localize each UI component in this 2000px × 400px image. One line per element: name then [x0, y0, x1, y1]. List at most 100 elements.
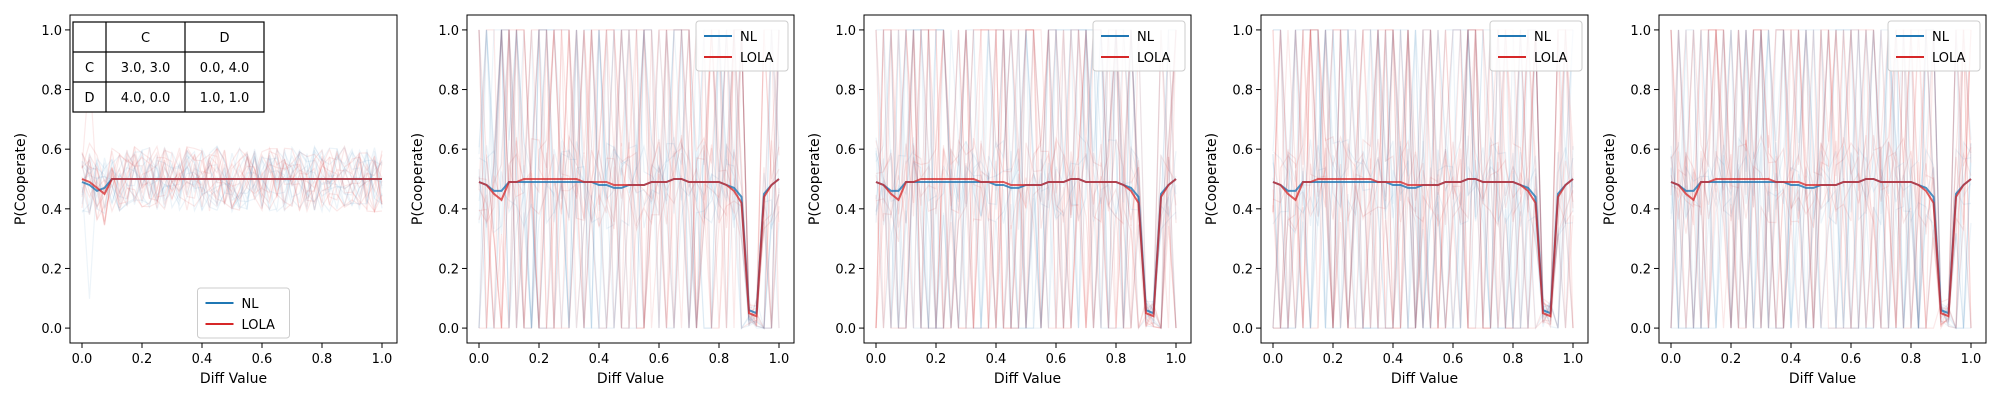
run-trace-nl — [81, 145, 383, 212]
plot-area — [1272, 29, 1574, 331]
run-trace-lola — [478, 29, 780, 330]
y-tick-label: 0.2 — [835, 262, 856, 277]
run-trace-nl — [1670, 29, 1972, 329]
run-trace-nl — [1670, 29, 1972, 329]
table-cell: 1.0, 1.0 — [200, 91, 250, 106]
x-tick-label: 0.6 — [1443, 352, 1464, 367]
run-trace-nl — [875, 29, 1177, 329]
run-trace-nl — [81, 148, 383, 213]
run-trace-nl — [478, 29, 780, 329]
series-line-lola — [1670, 178, 1972, 318]
y-tick-label: 0.4 — [438, 203, 459, 218]
run-trace-lola — [1272, 29, 1574, 329]
run-trace-nl — [478, 29, 780, 330]
run-trace-nl — [875, 29, 1177, 329]
y-tick-label: 0.4 — [1232, 203, 1253, 218]
table-border — [72, 21, 265, 113]
x-tick-label: 0.0 — [469, 352, 490, 367]
run-trace-lola — [81, 147, 383, 222]
y-tick-label: 1.0 — [1232, 24, 1253, 39]
legend-box — [1092, 20, 1186, 72]
run-trace-nl — [478, 29, 780, 329]
run-trace-nl — [478, 29, 780, 329]
run-trace-nl — [875, 29, 1177, 329]
legend-label-nl: NL — [242, 297, 260, 312]
x-tick-label: 1.0 — [769, 352, 790, 367]
run-trace-nl — [1670, 29, 1972, 330]
run-trace-lola — [1272, 29, 1574, 329]
legend-label-nl: NL — [1137, 30, 1155, 45]
run-trace-nl — [875, 29, 1177, 330]
run-trace-lola — [875, 29, 1177, 331]
legend-box — [695, 20, 789, 72]
chart-panel-2: 0.0 0.2 0.4 0.6 0.8 1.0 0.0 0.2 0.4 0.6 0.8 1.0 Diff… — [410, 14, 795, 387]
legend-label-lola: LOLA — [740, 51, 774, 66]
y-tick-label: 0.0 — [438, 322, 459, 337]
y-tick-label: 1.0 — [835, 24, 856, 39]
chart-panel-5: 0.0 0.2 0.4 0.6 0.8 1.0 0.0 0.2 0.4 0.6 0.8 1.0 Diff… — [1602, 14, 1987, 387]
y-axis-label: P(Cooperate) — [807, 133, 823, 225]
table-col-header: D — [219, 31, 229, 46]
y-tick-label: 0.0 — [1232, 322, 1253, 337]
x-tick-label: 1.0 — [372, 352, 393, 367]
run-trace-lola — [1670, 29, 1971, 329]
run-trace-lola — [875, 29, 1177, 330]
y-tick-label: 1.0 — [1630, 24, 1651, 39]
run-trace-lola — [1670, 29, 1972, 329]
y-tick-label: 0.6 — [41, 143, 62, 158]
x-axis-label: Diff Value — [597, 371, 664, 387]
run-trace-lola — [478, 29, 780, 329]
axes-frame — [863, 14, 1192, 344]
run-trace-lola — [478, 29, 780, 329]
legend: NL LOLA — [695, 20, 789, 72]
run-trace-nl — [1273, 29, 1574, 329]
run-trace-lola — [1670, 29, 1972, 329]
run-trace-nl — [875, 29, 1177, 329]
x-tick-label: 0.0 — [1263, 352, 1284, 367]
run-trace-lola — [1670, 29, 1972, 329]
run-trace-lola — [875, 29, 1177, 329]
run-trace-lola — [1670, 29, 1972, 329]
run-trace-nl — [81, 146, 383, 214]
run-trace-nl — [478, 29, 780, 331]
y-tick-label: 1.0 — [438, 24, 459, 39]
legend-label-nl: NL — [1534, 30, 1552, 45]
y-tick-label: 0.8 — [1232, 84, 1253, 99]
y-axis-label: P(Cooperate) — [1602, 133, 1618, 225]
run-trace-nl — [478, 29, 780, 329]
legend-label-nl: NL — [740, 30, 758, 45]
table-row-header: C — [85, 61, 94, 76]
x-axis-label: Diff Value — [200, 371, 267, 387]
run-trace-nl — [478, 29, 780, 329]
y-tick-label: 0.4 — [41, 203, 62, 218]
legend: NL LOLA — [1489, 20, 1583, 72]
run-trace-lola — [1670, 29, 1972, 329]
legend-box — [197, 287, 290, 339]
x-tick-label: 0.0 — [1661, 352, 1682, 367]
run-trace-lola — [1272, 29, 1574, 329]
y-tick-label: 0.8 — [1630, 84, 1651, 99]
run-trace-lola — [875, 29, 1177, 329]
x-tick-label: 0.8 — [312, 352, 333, 367]
table-cell: 3.0, 3.0 — [121, 61, 171, 76]
run-trace-lola — [1273, 29, 1574, 329]
chart-panel-3: 0.0 0.2 0.4 0.6 0.8 1.0 0.0 0.2 0.4 0.6 0.8 1.0 Diff… — [807, 14, 1192, 387]
run-trace-nl — [875, 29, 1176, 330]
run-trace-lola — [81, 69, 383, 225]
run-trace-lola — [875, 29, 1177, 329]
x-tick-label: 1.0 — [1563, 352, 1584, 367]
legend-label-lola: LOLA — [1534, 51, 1568, 66]
run-trace-lola — [81, 146, 383, 213]
legend-label-lola: LOLA — [1932, 51, 1966, 66]
plot-area — [81, 69, 383, 299]
x-tick-label: 0.4 — [1383, 352, 1404, 367]
legend-box — [1887, 20, 1981, 72]
axes-frame — [466, 14, 795, 344]
run-trace-lola — [875, 29, 1177, 330]
y-axis-label: P(Cooperate) — [1204, 133, 1220, 225]
y-axis-label: P(Cooperate) — [13, 133, 29, 225]
y-tick-label: 1.0 — [41, 24, 62, 39]
run-trace-nl — [478, 29, 780, 329]
run-trace-lola — [875, 29, 1177, 329]
run-trace-nl — [1272, 29, 1574, 329]
